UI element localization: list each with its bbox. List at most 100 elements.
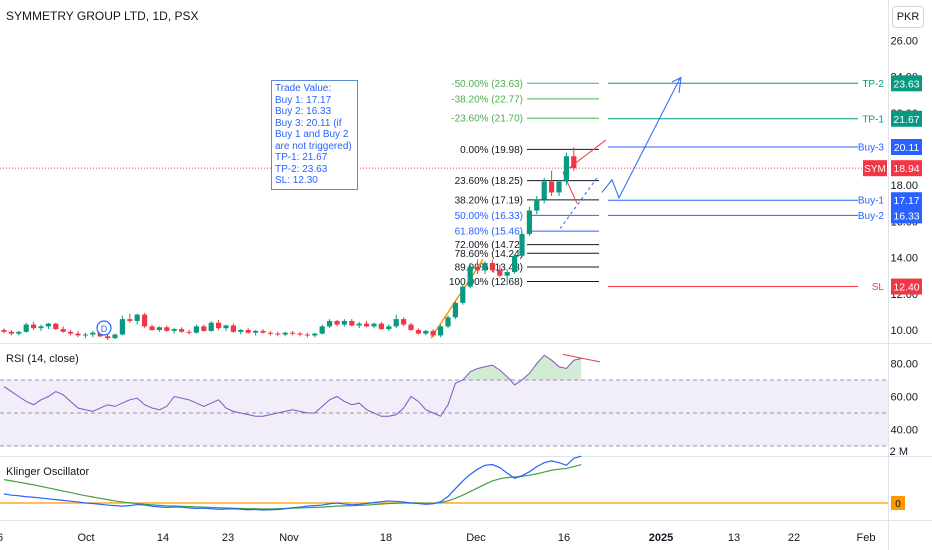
- dividend-marker-text: D: [101, 324, 108, 334]
- target-price-tag-text: 21.67: [893, 114, 919, 126]
- fib-level-label: 100.00% (12.68): [449, 277, 523, 288]
- trade-note-line: Trade Value:: [275, 83, 332, 94]
- candle-body: [438, 326, 444, 336]
- candle-body: [356, 323, 362, 326]
- trade-note-line: TP-2: 23.63: [275, 163, 328, 175]
- time-tick-label: 23: [222, 532, 234, 544]
- symbol-tag-text: SYM: [864, 164, 886, 175]
- candle-body: [497, 270, 503, 276]
- candle-body: [82, 334, 88, 336]
- candle-body: [127, 319, 133, 321]
- target-price-tag-text: 17.17: [893, 195, 919, 207]
- rsi-tick-label: 40.00: [890, 425, 918, 437]
- candle-body: [245, 330, 251, 333]
- time-tick-label: Nov: [279, 532, 299, 544]
- candle-body: [119, 319, 125, 335]
- fib-level-label: 23.60% (18.25): [455, 176, 523, 187]
- candle-body: [563, 156, 569, 182]
- candle-body: [452, 302, 458, 318]
- candle-body: [408, 324, 414, 330]
- target-price-tag-text: 23.63: [893, 78, 919, 90]
- fib-level-label: 50.00% (16.33): [455, 211, 523, 222]
- trade-note-line: Buy 2: 16.33: [275, 106, 332, 117]
- candle-body: [475, 266, 481, 271]
- currency-selector[interactable]: PKR: [892, 6, 924, 28]
- candle-body: [415, 330, 421, 334]
- candle-body: [134, 314, 140, 321]
- candle-body: [238, 330, 244, 332]
- target-price-tag-text: 16.33: [893, 210, 919, 222]
- projection-arrowhead: [671, 76, 682, 93]
- fib-level-label: 0.00% (19.98): [460, 145, 523, 156]
- candle-body: [571, 156, 577, 169]
- candle-body: [208, 322, 214, 331]
- candle-body: [534, 199, 540, 211]
- fib-level-label: 61.80% (15.46): [455, 227, 523, 238]
- candle-body: [519, 234, 525, 256]
- candle-body: [179, 329, 185, 332]
- candle-body: [482, 263, 488, 271]
- time-tick-label: 6: [0, 532, 3, 544]
- candle-body: [216, 322, 222, 329]
- target-price-tag-text: 20.11: [894, 142, 920, 154]
- klinger-pane-label[interactable]: Klinger Oscillator: [6, 466, 90, 478]
- trade-note-line: SL: 12.30: [275, 175, 318, 186]
- candle-body: [341, 320, 347, 325]
- trade-note-line: Buy 3: 20.11 (if Buy 1 and Buy 2 are not…: [275, 117, 352, 152]
- candle-body: [193, 326, 199, 333]
- klinger-zero-tag: [891, 496, 905, 510]
- candle-body: [142, 314, 148, 327]
- candle-body: [401, 319, 407, 325]
- price-tick-label: 18.00: [890, 180, 918, 192]
- candle-body: [8, 331, 14, 334]
- time-tick-label: 16: [558, 532, 570, 544]
- rsi-line: [3, 354, 582, 417]
- price-tick-label: 26.00: [890, 35, 918, 47]
- time-tick-label: 14: [157, 532, 169, 544]
- target-label: Buy-1: [858, 196, 885, 207]
- fib-level-label: -23.60% (21.70): [451, 114, 523, 125]
- fib-level-label: -50.00% (23.63): [451, 79, 523, 90]
- time-tick-label: 2025: [649, 532, 673, 544]
- candle-body: [504, 272, 510, 276]
- candle-body: [282, 332, 288, 335]
- candle-body: [1, 330, 7, 332]
- candle-body: [68, 331, 74, 334]
- pattern-line: [562, 139, 607, 173]
- time-tick-label: Feb: [857, 532, 876, 544]
- candle-body: [430, 330, 436, 336]
- candle-body: [45, 323, 51, 327]
- candle-body: [223, 325, 229, 329]
- klinger-signal-line: [3, 463, 582, 510]
- time-tick-label: 22: [788, 532, 800, 544]
- time-tick-label: 18: [380, 532, 392, 544]
- trade-value-note[interactable]: Trade Value: Buy 1: 17.17 Buy 2: 16.33 B…: [271, 80, 358, 190]
- candle-body: [386, 326, 392, 330]
- time-tick-label: Oct: [77, 532, 94, 544]
- rsi-pane-label[interactable]: RSI (14, close): [6, 353, 79, 365]
- target-label: Buy-3: [858, 143, 885, 154]
- candle-body: [290, 332, 296, 334]
- candle-body: [156, 327, 162, 330]
- rsi-divergence-line: [562, 353, 601, 363]
- fib-level-label: 89.00% (13.48): [455, 263, 523, 274]
- last-price-tag-text: 18.94: [893, 163, 919, 175]
- candle-body: [60, 329, 66, 332]
- klinger-tick-label: 0: [895, 499, 901, 510]
- candle-body: [53, 323, 59, 330]
- trend-line: [430, 258, 484, 339]
- candle-body: [31, 324, 37, 329]
- candle-body: [312, 333, 318, 336]
- candle-body: [164, 327, 170, 331]
- candle-body: [364, 323, 370, 327]
- symbol-tag: [863, 160, 887, 177]
- target-price-tag-text: 12.40: [893, 282, 919, 294]
- target-price-tag: [891, 75, 922, 92]
- candle-body: [149, 326, 155, 330]
- candle-body: [541, 181, 547, 200]
- time-tick-label: 13: [728, 532, 740, 544]
- candle-body: [371, 323, 377, 327]
- candle-body: [393, 319, 399, 327]
- candle-body: [297, 333, 303, 335]
